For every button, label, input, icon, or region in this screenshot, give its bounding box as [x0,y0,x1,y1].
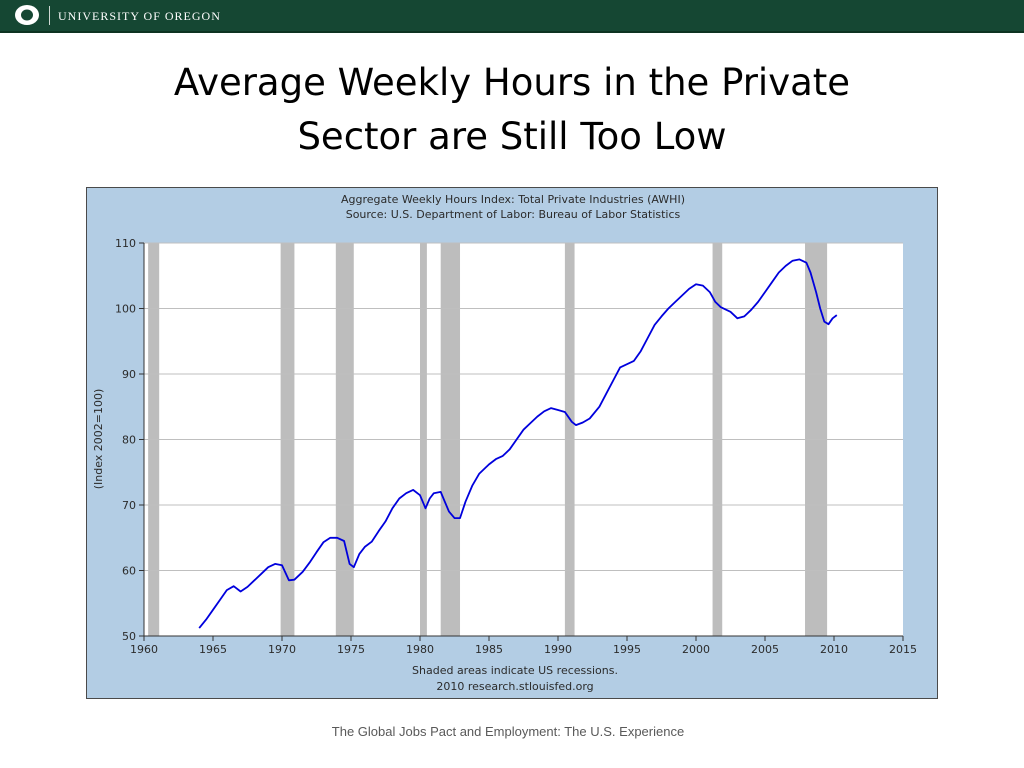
university-name: UNIVERSITY OF OREGON [58,9,221,23]
y-tick-label-90: 90 [122,368,136,381]
x-tick-label-1985: 1985 [475,643,503,656]
x-tick-label-2010: 2010 [820,643,848,656]
y-tick-label-70: 70 [122,499,136,512]
slide-title: Average Weekly Hours in the Private Sect… [0,56,1024,164]
x-tick-label-2015: 2015 [889,643,917,656]
oregon-o-logo-icon [15,5,39,25]
slide-title-line-2: Sector are Still Too Low [297,115,727,158]
axes: 50 60 70 80 90 100 110 1960 1965 1970 1975 1980 1985… [115,237,917,656]
y-tick-label-50: 50 [122,630,136,643]
logo-divider [49,6,50,25]
y-tick-label-80: 80 [122,434,136,447]
x-tick-label-2000: 2000 [682,643,710,656]
chart-title: Aggregate Weekly Hours Index: Total Priv… [341,193,685,206]
gridlines [144,242,903,571]
x-tick-label-1990: 1990 [544,643,572,656]
slide-title-line-1: Average Weekly Hours in the Private [173,61,851,104]
chart-subtitle: Source: U.S. Department of Labor: Bureau… [346,208,681,221]
series-line-0 [198,258,838,629]
x-tick-label-1980: 1980 [406,643,434,656]
recession-note: Shaded areas indicate US recessions. [412,664,618,677]
y-tick-label-60: 60 [122,565,136,578]
slide-footer: The Global Jobs Pact and Employment: The… [331,724,685,739]
x-tick-label-2005: 2005 [751,643,779,656]
chart-frame: Aggregate Weekly Hours Index: Total Priv… [86,187,938,699]
series-line-group [198,258,838,629]
university-header-bar: UNIVERSITY OF OREGON [0,0,1024,33]
x-tick-label-1960: 1960 [130,643,158,656]
x-tick-label-1965: 1965 [199,643,227,656]
y-tick-label-110: 110 [115,237,136,250]
x-tick-label-1995: 1995 [613,643,641,656]
y-tick-label-100: 100 [115,303,136,316]
x-tick-label-1970: 1970 [268,643,296,656]
source-note: 2010 research.stlouisfed.org [436,680,593,693]
y-axis-label: (Index 2002=100) [92,389,105,490]
x-tick-label-1975: 1975 [337,643,365,656]
aggregate-hours-chart: Aggregate Weekly Hours Index: Total Priv… [92,193,917,693]
